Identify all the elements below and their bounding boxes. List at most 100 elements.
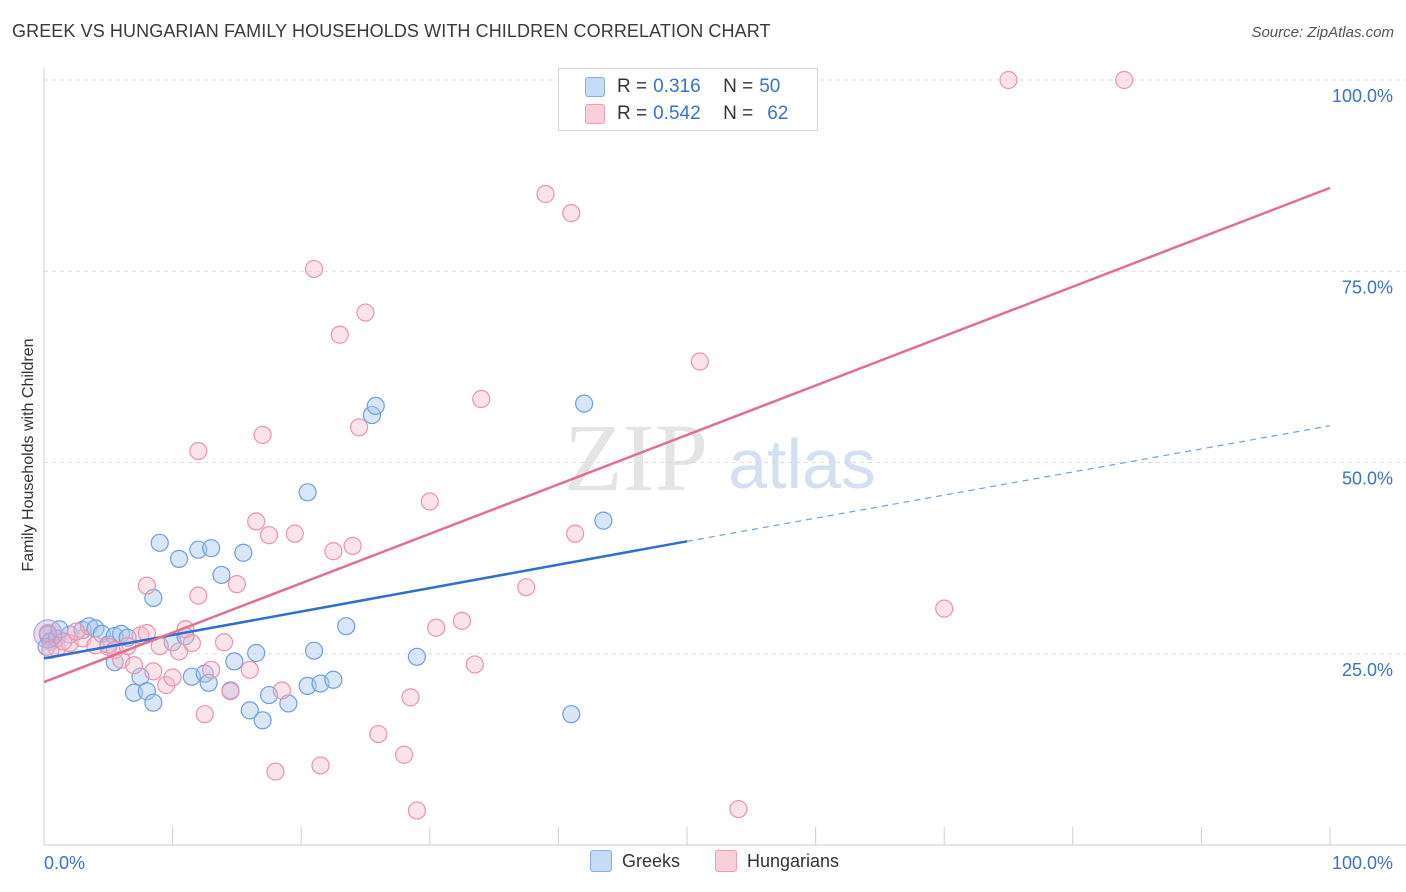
y-axis-label: Family Households with Children xyxy=(20,338,37,572)
greeks-point xyxy=(212,565,231,585)
hungarians-point xyxy=(54,632,73,651)
hungarians-point xyxy=(427,618,446,637)
r-label: R = xyxy=(617,103,648,124)
stats-legend-row-hungarians: R = 0.542 N = 62 xyxy=(585,102,788,126)
hungarians-point xyxy=(517,578,536,597)
watermark-zip: ZIP xyxy=(564,404,708,511)
greeks-point xyxy=(366,396,385,415)
hungarians-point xyxy=(356,303,375,322)
hungarians-point xyxy=(349,418,369,437)
greeks-point xyxy=(202,539,221,558)
hungarians-point xyxy=(202,660,221,679)
greeks-point xyxy=(407,647,427,666)
greeks-point xyxy=(594,511,613,530)
stats-legend: R = 0.316 N = 50 R = 0.542 N = 62 xyxy=(558,68,818,131)
legend-item-hungarians: Hungarians xyxy=(715,850,839,872)
greeks-point xyxy=(240,701,259,720)
hungarians-point xyxy=(330,325,349,344)
hungarians-point xyxy=(472,389,491,409)
n-value: 62 xyxy=(767,103,789,124)
legend-label-greeks: Greeks xyxy=(622,850,681,871)
hungarians-point xyxy=(272,681,292,700)
n-label: N = xyxy=(723,76,754,97)
cluster-point xyxy=(33,619,63,649)
hungarians-point xyxy=(304,259,324,279)
r-label: R = xyxy=(617,76,648,97)
hungarians-point xyxy=(169,642,189,661)
hungarians-point xyxy=(214,633,234,652)
y-tick-label: 75.0% xyxy=(1342,277,1393,297)
hungarians-point xyxy=(566,524,585,543)
hungarians-point xyxy=(67,622,86,641)
hungarians-point xyxy=(420,492,439,511)
greeks-point xyxy=(337,617,356,636)
hungarians-legend-swatch xyxy=(715,850,737,872)
hungarians-trend-line xyxy=(43,186,1331,684)
hungarians-point xyxy=(189,586,208,605)
x-tick-label: 100.0% xyxy=(1332,853,1393,873)
greeks-point xyxy=(362,405,382,425)
hungarians-point xyxy=(465,655,484,674)
n-value: 50 xyxy=(759,76,781,97)
hungarians-point xyxy=(195,705,214,724)
greeks-swatch xyxy=(585,77,605,97)
hungarians-point xyxy=(690,352,709,371)
greeks-point xyxy=(562,705,581,724)
hungarians-point xyxy=(729,799,748,819)
greeks-point xyxy=(304,641,324,660)
hungarians-point xyxy=(137,576,156,595)
y-tick-label: 50.0% xyxy=(1342,469,1393,489)
hungarians-point xyxy=(189,441,208,461)
hungarians-point xyxy=(935,599,954,618)
hungarians-point xyxy=(285,524,304,543)
greeks-point xyxy=(324,670,343,689)
greeks-point xyxy=(234,543,253,562)
hungarians-point xyxy=(144,662,163,681)
greeks-point xyxy=(253,711,272,730)
greeks-point xyxy=(225,652,244,671)
hungarians-swatch xyxy=(585,104,605,124)
y-tick-label: 100.0% xyxy=(1332,86,1393,106)
hungarians-point xyxy=(221,682,240,701)
x-tick-label: 0.0% xyxy=(44,853,85,873)
greeks-point xyxy=(169,549,189,568)
hungarians-point xyxy=(253,425,272,445)
hungarians-point xyxy=(394,745,414,764)
hungarians-point xyxy=(311,756,330,775)
hungarians-point xyxy=(259,526,279,545)
hungarians-point xyxy=(401,688,420,707)
hungarians-point xyxy=(369,724,388,744)
watermark-atlas: atlas xyxy=(728,425,876,503)
greeks-point xyxy=(144,693,163,712)
greeks-point xyxy=(575,394,594,413)
n-label: N = xyxy=(723,103,754,124)
y-tick-label: 25.0% xyxy=(1342,660,1393,680)
r-value: 0.316 xyxy=(653,76,701,97)
zipatlas-watermark: ZIP atlas xyxy=(564,404,876,511)
hungarians-point xyxy=(240,660,259,679)
hungarians-point xyxy=(999,70,1018,90)
chart-title: GREEK VS HUNGARIAN FAMILY HOUSEHOLDS WIT… xyxy=(12,21,771,41)
hungarians-point xyxy=(324,542,343,561)
greeks-point xyxy=(150,533,169,552)
hungarians-point xyxy=(227,575,246,594)
data-points xyxy=(33,70,1134,820)
hungarians-point xyxy=(407,801,427,820)
hungarians-point xyxy=(1115,70,1134,90)
stats-legend-row-greeks: R = 0.316 N = 50 xyxy=(585,75,780,99)
legend-label-hungarians: Hungarians xyxy=(747,850,840,871)
hungarians-point xyxy=(536,184,555,204)
hungarians-point xyxy=(562,204,581,223)
gridlines xyxy=(44,79,1406,655)
hungarians-point xyxy=(343,536,362,555)
greeks-trend-line xyxy=(43,540,688,660)
hungarians-point xyxy=(182,633,201,653)
greeks-point xyxy=(247,643,266,663)
greeks-point xyxy=(298,483,317,502)
greeks-point xyxy=(137,682,156,701)
hungarians-point xyxy=(124,656,144,675)
hungarians-point xyxy=(247,512,266,531)
hungarians-point xyxy=(452,611,472,630)
greeks-legend-swatch xyxy=(590,850,612,872)
legend-item-greeks: Greeks xyxy=(590,850,680,872)
